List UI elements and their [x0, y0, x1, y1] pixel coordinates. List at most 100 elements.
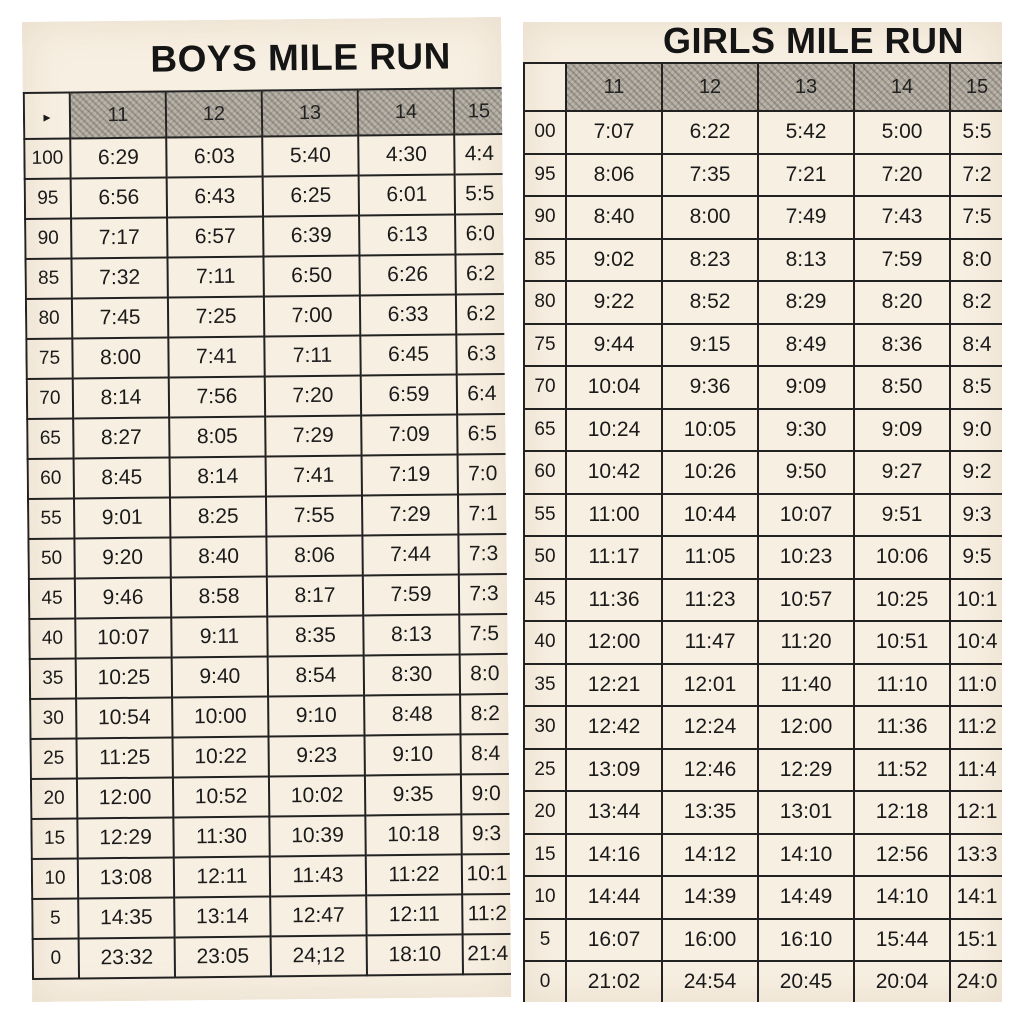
time-cell: 11:17	[565, 535, 663, 580]
table-row: 55 9:01 8:25 7:55 7:29 7:1	[27, 493, 509, 539]
time-cell: 13:35	[661, 790, 759, 835]
time-cell: 23:05	[174, 936, 272, 978]
table-row: 90 8:40 8:00 7:49 7:43 7:5	[523, 195, 1002, 240]
time-cell: 10:22	[172, 736, 269, 778]
percentile-cell: 70	[523, 365, 567, 410]
time-cell: 7:56	[168, 376, 266, 418]
percentile-cell: 60	[523, 450, 567, 495]
time-cell: 7:59	[853, 237, 951, 282]
time-cell: 11:22	[365, 854, 463, 896]
time-cell: 9:35	[364, 774, 462, 816]
time-cell: 9:20	[74, 537, 171, 579]
time-cell: 10:07	[757, 492, 855, 537]
percentile-cell: 15	[523, 832, 567, 877]
boys-mile-run-table: ▸ 11 12 13 14 15 100 6:29 6:03 5:40 4:30 4:4 9…	[23, 87, 512, 980]
age-header-11: 11	[69, 91, 167, 139]
percentile-cell: 95	[523, 152, 567, 197]
time-cell: 7:59	[362, 574, 460, 616]
time-cell: 6:2	[455, 293, 507, 335]
time-cell: 11:10	[853, 662, 951, 707]
age-header-13: 13	[261, 89, 359, 137]
percentile-cell: 10	[31, 858, 79, 899]
boys-table-body: 100 6:29 6:03 5:40 4:30 4:4 95 6:56 6:43 6:25 6:01…	[24, 133, 512, 979]
age-header-15: 15	[949, 62, 1002, 112]
time-cell: 21:4	[462, 933, 512, 975]
time-cell: 11:36	[853, 705, 951, 750]
time-cell: 12:00	[565, 620, 663, 665]
table-row: 70 10:04 9:36 9:09 8:50 8:5	[523, 365, 1002, 410]
percentile-cell: 85	[523, 237, 567, 282]
percentile-cell: 80	[523, 280, 567, 325]
table-row: 95 6:56 6:43 6:25 6:01 5:5	[24, 173, 506, 219]
boys-table-title: BOYS MILE RUN	[150, 35, 452, 80]
time-cell: 16:00	[661, 917, 759, 962]
time-cell: 6:26	[359, 254, 456, 296]
table-row: 40 12:00 11:47 11:20 10:51 10:4	[523, 620, 1002, 665]
time-cell: 8:40	[170, 536, 267, 578]
time-cell: 10:44	[661, 492, 759, 537]
time-cell: 9:51	[853, 492, 951, 537]
time-cell: 7:3	[458, 533, 509, 575]
time-cell: 8:13	[757, 237, 855, 282]
time-cell: 7:00	[263, 295, 361, 337]
time-cell: 5:5	[949, 110, 1002, 155]
time-cell: 8:27	[73, 417, 170, 459]
table-row: 25 13:09 12:46 12:29 11:52 11:4	[523, 747, 1002, 792]
time-cell: 7:21	[757, 152, 855, 197]
time-cell: 11:2	[949, 705, 1002, 750]
time-cell: 18:10	[366, 934, 463, 976]
time-cell: 24:0	[949, 960, 1002, 1002]
time-cell: 9:5	[949, 535, 1002, 580]
time-cell: 14:10	[757, 832, 855, 877]
time-cell: 6:5	[457, 413, 508, 455]
percentile-cell: 75	[26, 338, 73, 379]
time-cell: 13:44	[565, 790, 663, 835]
girls-table-title: GIRLS MILE RUN	[663, 22, 964, 61]
table-row: 0 23:32 23:05 24;12 18:10 21:4	[32, 933, 512, 979]
time-cell: 9:22	[565, 280, 663, 325]
time-cell: 12:00	[757, 705, 855, 750]
percentile-cell: 00	[523, 110, 567, 155]
percentile-cell: 30	[30, 698, 77, 739]
table-row: 00 7:07 6:22 5:42 5:00 5:5	[523, 110, 1002, 155]
percentile-corner-header: ▸	[23, 92, 71, 139]
percentile-cell: 15	[31, 818, 78, 859]
time-cell: 11:0	[949, 662, 1002, 707]
table-row: 90 7:17 6:57 6:39 6:13 6:0	[25, 213, 506, 259]
time-cell: 6:57	[167, 216, 264, 258]
time-cell: 12:00	[76, 777, 174, 819]
time-cell: 14:35	[78, 897, 175, 939]
time-cell: 8:0	[949, 237, 1002, 282]
time-cell: 14:16	[565, 832, 663, 877]
time-cell: 12:56	[853, 832, 951, 877]
time-cell: 8:2	[949, 280, 1002, 325]
time-cell: 12:11	[173, 856, 271, 898]
time-cell: 9:3	[461, 813, 512, 855]
time-cell: 16:07	[565, 917, 663, 962]
time-cell: 10:1	[461, 853, 512, 895]
table-row: 80 9:22 8:52 8:29 8:20 8:2	[523, 280, 1002, 325]
time-cell: 11:23	[661, 577, 759, 622]
table-row: 65 10:24 10:05 9:30 9:09 9:0	[523, 407, 1002, 452]
time-cell: 6:39	[263, 215, 360, 257]
time-cell: 8:06	[266, 535, 363, 577]
time-cell: 8:06	[565, 152, 663, 197]
time-cell: 11:47	[661, 620, 759, 665]
time-cell: 10:57	[757, 577, 855, 622]
table-row: 100 6:29 6:03 5:40 4:30 4:4	[24, 133, 505, 179]
time-cell: 10:54	[76, 697, 173, 739]
time-cell: 24;12	[270, 935, 368, 977]
time-cell: 10:52	[172, 776, 270, 818]
percentile-cell: 45	[523, 577, 567, 622]
percentile-cell: 25	[523, 747, 567, 792]
time-cell: 13:01	[757, 790, 855, 835]
time-cell: 16:10	[757, 917, 855, 962]
time-cell: 12:47	[270, 895, 367, 937]
table-row: 60 8:45 8:14 7:41 7:19 7:0	[27, 453, 508, 499]
table-row: 45 9:46 8:58 8:17 7:59 7:3	[28, 573, 510, 619]
table-row: 75 9:44 9:15 8:49 8:36 8:4	[523, 322, 1002, 367]
table-row: 85 7:32 7:11 6:50 6:26 6:2	[25, 253, 506, 299]
time-cell: 8:4	[460, 733, 511, 775]
table-row: 80 7:45 7:25 7:00 6:33 6:2	[25, 293, 507, 339]
girls-header-row: 11 12 13 14 15	[523, 62, 1002, 112]
